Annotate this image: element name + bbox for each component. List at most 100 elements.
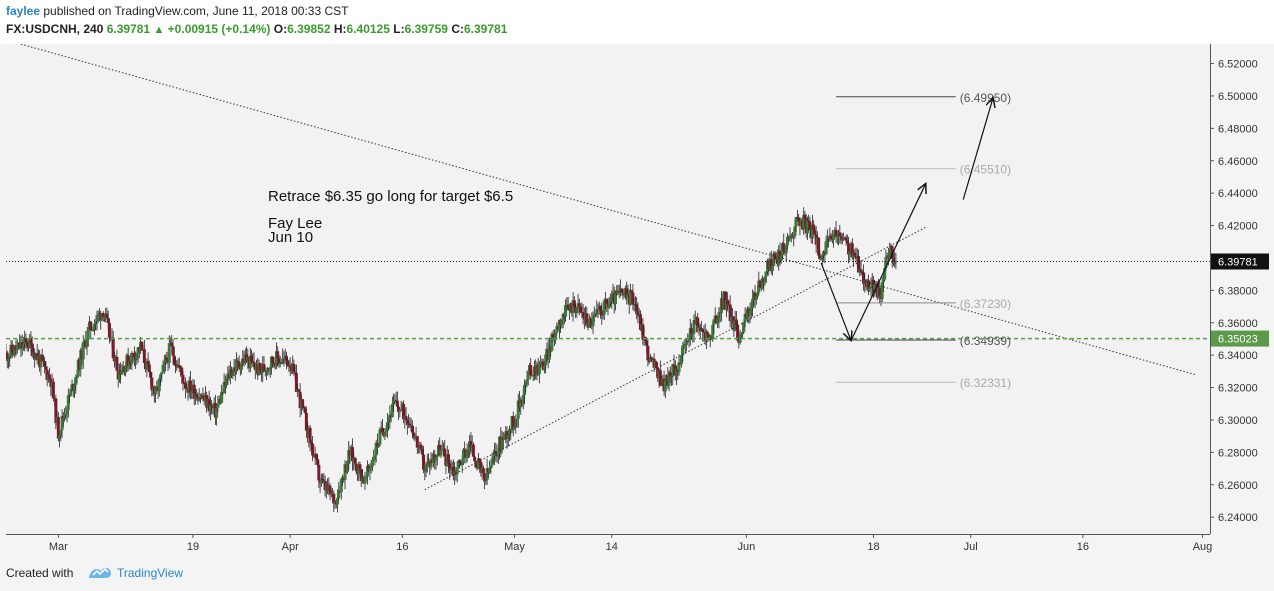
candle-body: [274, 351, 278, 367]
candle-body: [124, 365, 128, 373]
candle-body: [844, 237, 848, 241]
candle-body: [266, 367, 270, 372]
candle-body: [650, 357, 654, 359]
candle-body: [337, 490, 341, 499]
candle-body: [792, 236, 796, 238]
candle-body: [435, 454, 439, 457]
candle-body: [505, 431, 509, 440]
candle-body: [215, 407, 219, 418]
time-tick-label: 19: [187, 541, 199, 553]
candle-body: [29, 338, 33, 344]
candle-body: [551, 333, 555, 338]
symbol-label: FX:USDCNH, 240: [6, 22, 104, 36]
candle-body: [237, 361, 241, 367]
candle-body: [805, 220, 809, 234]
candle-body: [758, 280, 762, 287]
last-price-badge-label: 6.39781: [1218, 256, 1258, 268]
candle-body: [868, 287, 872, 289]
candle-body: [667, 372, 671, 386]
candle-body: [384, 429, 388, 432]
candle-body: [818, 255, 822, 260]
candle-body: [449, 468, 453, 471]
candle-body: [726, 299, 730, 306]
price-tick-label: 6.46000: [1218, 156, 1258, 168]
candle-body: [522, 384, 526, 396]
candle-body: [670, 376, 674, 378]
candle-body: [835, 235, 839, 238]
candle-body: [496, 453, 500, 457]
tradingview-logo-icon[interactable]: [88, 564, 112, 580]
candle-body: [630, 290, 634, 293]
candle-body: [848, 251, 852, 255]
candle-body: [671, 364, 675, 377]
candle-body: [336, 498, 340, 505]
target-arrow-up: [962, 98, 993, 200]
candle-body: [458, 460, 462, 462]
candle-body: [222, 381, 226, 393]
candle-body: [126, 354, 130, 367]
time-tick-label: 16: [396, 541, 408, 553]
low-label: L:: [393, 22, 405, 36]
candle-body: [39, 354, 43, 368]
candle-body: [250, 355, 254, 362]
candle-body: [511, 416, 515, 428]
candle-body: [147, 364, 151, 373]
candle-body: [613, 290, 617, 305]
chart-area[interactable]: 6.52000 6.50000 6.48000 6.46000 6.44000 6.420…: [6, 44, 1269, 554]
candle-body: [600, 310, 604, 316]
candle-body: [764, 271, 768, 277]
candle-body: [140, 341, 144, 351]
candle-body: [40, 354, 44, 361]
candle-body: [302, 406, 306, 409]
candle-body: [802, 214, 806, 230]
candle-body: [526, 370, 530, 380]
candle-body: [225, 379, 229, 385]
candle-body: [628, 290, 632, 305]
time-tick-label: Jun: [737, 541, 755, 553]
candle-body: [488, 467, 492, 472]
candle-body: [825, 238, 829, 242]
price-chart[interactable]: 6.52000 6.50000 6.48000 6.46000 6.44000 6.420…: [6, 44, 1269, 554]
candle-body: [368, 467, 372, 471]
candle-body: [862, 273, 866, 284]
price-tick-label: 6.42000: [1218, 221, 1258, 233]
candle-body: [795, 217, 799, 219]
candle-body: [231, 372, 235, 376]
candle-body: [712, 319, 716, 326]
candle-body: [89, 321, 93, 331]
author-link[interactable]: faylee: [6, 4, 41, 18]
candle-body: [135, 353, 139, 360]
candle-body: [550, 333, 554, 351]
candle-body: [24, 338, 28, 342]
close-label: C:: [451, 22, 464, 36]
candle-body: [385, 422, 389, 430]
candle-body: [734, 319, 738, 325]
candle-body: [575, 308, 579, 313]
candle-body: [460, 463, 464, 466]
candle-body: [43, 361, 47, 367]
candle-body: [829, 235, 833, 239]
candle-body: [738, 335, 742, 343]
candle-body: [820, 255, 824, 258]
candle-body: [577, 303, 581, 307]
candle-body: [681, 345, 685, 356]
tradingview-link[interactable]: TradingView: [117, 566, 184, 580]
candle-body: [174, 364, 178, 366]
candle-body: [101, 313, 105, 318]
candle-body: [319, 478, 323, 484]
candle-body: [685, 340, 689, 345]
candle-body: [607, 303, 611, 308]
candle-body: [81, 342, 85, 360]
candle-body: [149, 372, 153, 378]
candle-body: [524, 381, 528, 385]
candle-body: [86, 326, 90, 340]
annotation-date: Jun 10: [268, 229, 313, 246]
candle-body: [880, 282, 884, 299]
candle-body: [589, 318, 593, 320]
candle-body: [58, 435, 62, 439]
candle-body: [596, 308, 600, 310]
candle-body: [672, 364, 676, 367]
price-tick-label: 6.48000: [1218, 123, 1258, 135]
candle-body: [736, 324, 740, 341]
candle-body: [132, 352, 136, 358]
